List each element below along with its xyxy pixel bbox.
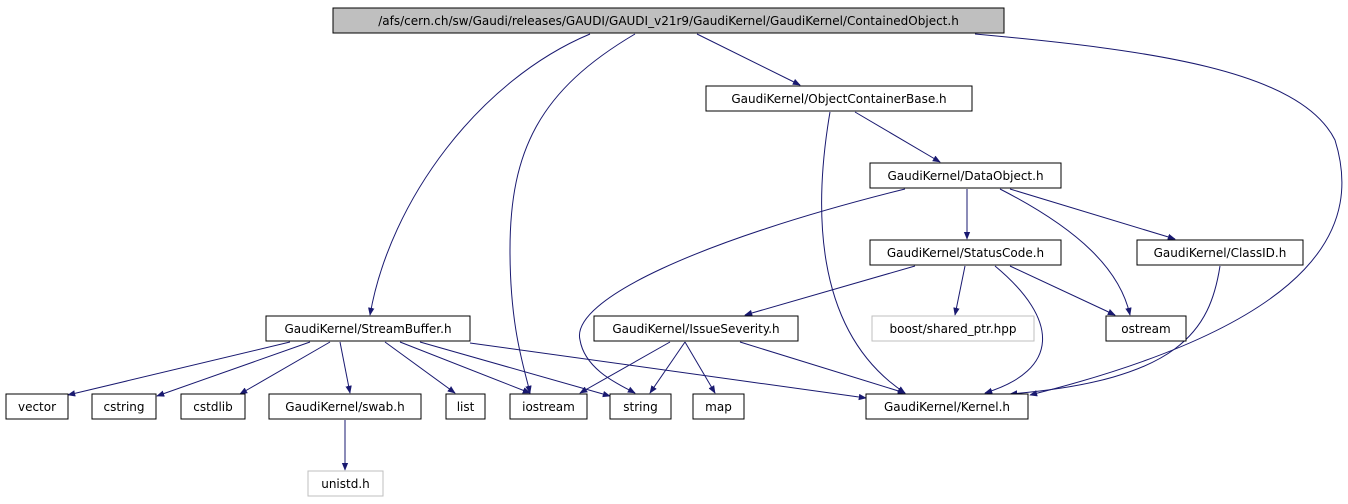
node-box (1105, 315, 1187, 342)
node-box (509, 393, 588, 420)
node-label: GaudiKernel/ObjectContainerBase.h (731, 92, 946, 106)
edge (67, 341, 291, 397)
node-label: unistd.h (321, 477, 370, 491)
node-label: GaudiKernel/StatusCode.h (887, 246, 1044, 260)
node-label: cstring (103, 400, 144, 414)
edge (1009, 265, 1116, 316)
node-label: string (623, 400, 657, 414)
edge (854, 111, 941, 163)
edge (696, 33, 801, 86)
edge (399, 341, 531, 394)
edges (67, 33, 1343, 471)
node-box (865, 393, 1029, 420)
node-label: GaudiKernel/IssueSeverity.h (612, 322, 779, 336)
node-label: list (457, 400, 475, 414)
node-box (307, 470, 384, 497)
node-label: GaudiKernel/ClassID.h (1154, 246, 1287, 260)
edge (579, 188, 906, 394)
node-box (445, 393, 486, 420)
node-box (871, 315, 1035, 342)
node-label: GaudiKernel/Kernel.h (884, 400, 1010, 414)
node-box (705, 85, 973, 112)
edge (974, 33, 1343, 397)
node-label: cstdlib (193, 400, 232, 414)
node-box (593, 315, 799, 342)
edge (156, 341, 311, 397)
node-label: GaudiKernel/StreamBuffer.h (284, 322, 451, 336)
node-label: vector (18, 400, 56, 414)
edge (739, 341, 906, 394)
node-label: iostream (522, 400, 575, 414)
edge (509, 33, 636, 394)
edge (579, 341, 671, 394)
node-label: boost/shared_ptr.hpp (890, 322, 1017, 336)
node-label: ostream (1121, 322, 1170, 336)
node-box (91, 393, 157, 420)
edge (384, 341, 456, 394)
node-box (180, 393, 246, 420)
nodes: /afs/cern.ch/sw/Gaudi/releases/GAUDI/GAU… (5, 7, 1304, 497)
node-box (869, 239, 1062, 266)
node-label: map (705, 400, 732, 414)
node-box (268, 393, 422, 420)
node-box (609, 393, 672, 420)
edge (999, 188, 1132, 316)
node-box (692, 393, 745, 420)
node-box (869, 162, 1062, 189)
edge (984, 265, 1044, 394)
edge (744, 265, 916, 317)
edge (649, 341, 686, 394)
node-box (332, 7, 1005, 34)
edge (239, 341, 331, 395)
edge (684, 341, 716, 394)
node-box (1136, 239, 1304, 266)
edge (368, 33, 591, 316)
edge (1009, 188, 1176, 240)
node-box (265, 315, 471, 342)
node-label: /afs/cern.ch/sw/Gaudi/releases/GAUDI/GAU… (378, 14, 959, 28)
edge (953, 265, 966, 316)
node-box (5, 393, 69, 420)
node-label: GaudiKernel/swab.h (285, 400, 404, 414)
edge (469, 342, 867, 401)
edge (339, 341, 352, 394)
edge (821, 111, 906, 394)
edge (419, 341, 611, 398)
node-label: GaudiKernel/DataObject.h (887, 169, 1043, 183)
edge (1009, 265, 1221, 397)
